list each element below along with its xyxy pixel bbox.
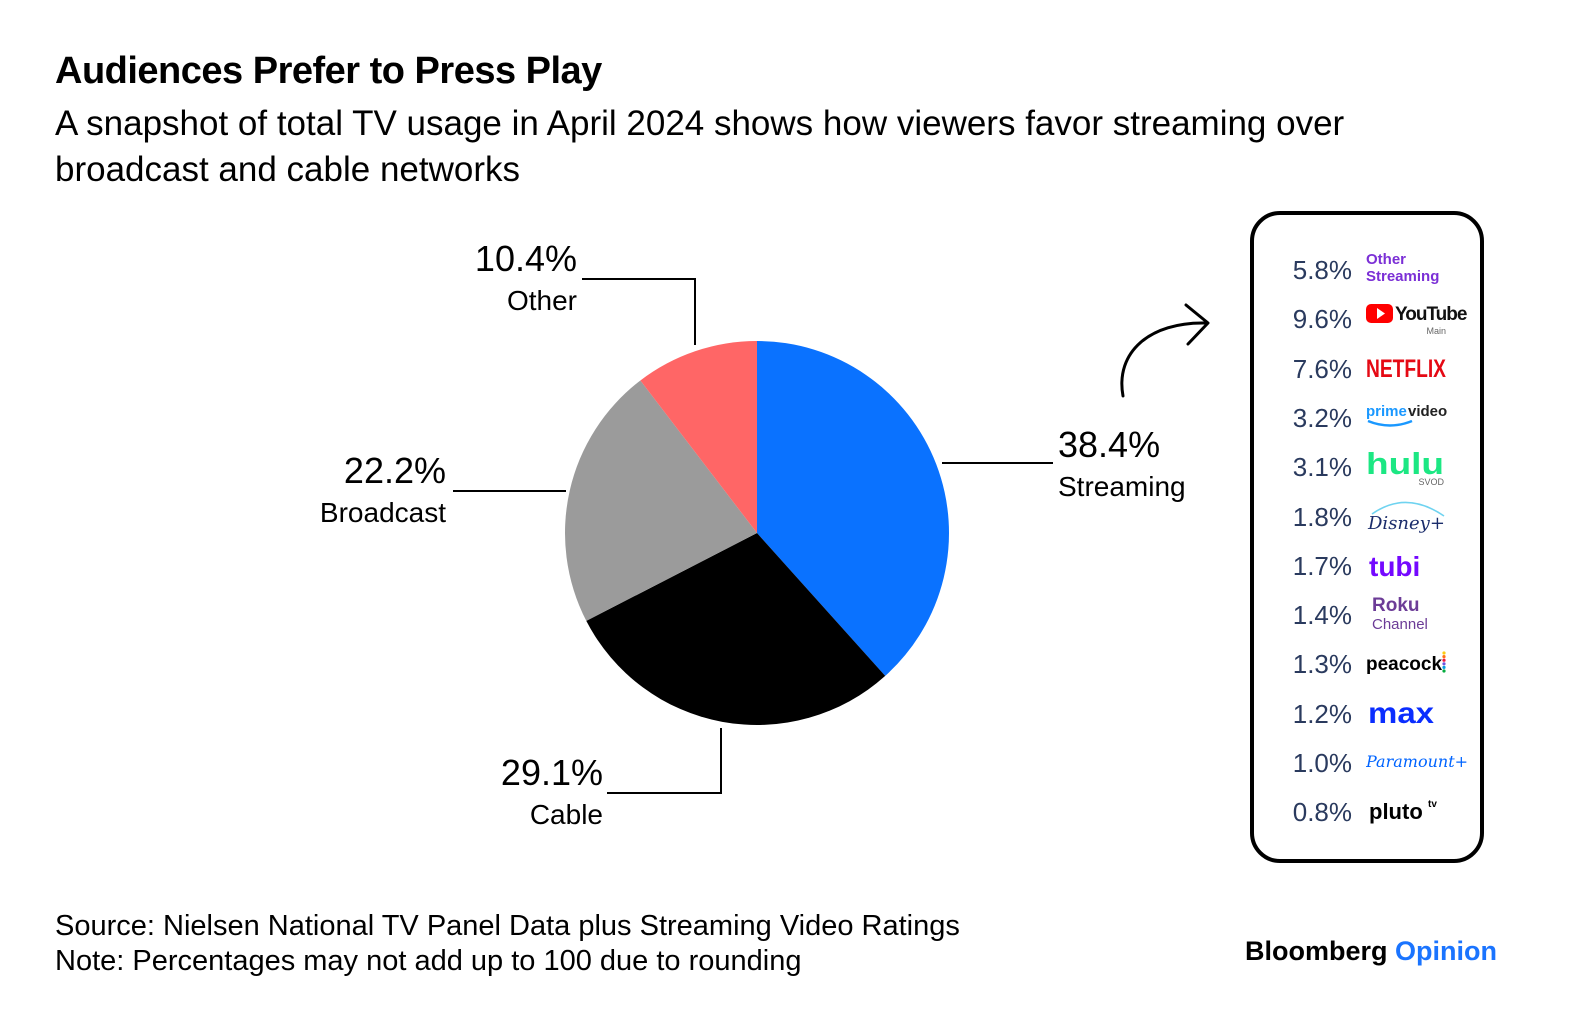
- leader-line-cable: [607, 728, 722, 794]
- breakdown-pct: 0.8%: [1292, 797, 1352, 828]
- svg-text:prime: prime: [1366, 403, 1407, 420]
- breakdown-row-pluto-tv: 0.8% pluto tv: [1288, 791, 1478, 831]
- brand-logo: Bloomberg Opinion: [1245, 936, 1497, 967]
- svg-text:peacock: peacock: [1366, 654, 1442, 675]
- leader-line-other: [582, 278, 696, 345]
- label-cable-pct: 29.1%: [501, 752, 603, 793]
- pie-slice-streaming: [757, 341, 949, 676]
- prime-video-logo: prime video: [1366, 403, 1447, 427]
- pie-slice-broadcast: [565, 380, 757, 621]
- breakdown-row-disney-plus: 1.8% Disney+: [1288, 496, 1478, 536]
- pie-slice-other: [640, 341, 757, 533]
- svg-text:Streaming: Streaming: [1366, 268, 1439, 285]
- svg-text:Roku: Roku: [1372, 595, 1420, 616]
- breakdown-pct: 3.2%: [1292, 402, 1352, 433]
- breakdown-pct: 1.0%: [1292, 748, 1352, 778]
- curved-arrow-icon: [1120, 303, 1210, 398]
- svg-text:Disney+: Disney+: [1367, 513, 1445, 534]
- svg-text:Channel: Channel: [1372, 616, 1428, 633]
- breakdown-row-youtube: 9.6% YouTube Main: [1288, 298, 1478, 338]
- brand-suffix: Opinion: [1395, 936, 1497, 966]
- svg-text:NETFLIX: NETFLIX: [1366, 355, 1446, 383]
- breakdown-row-other-streaming: 5.8% Other Streaming: [1288, 249, 1478, 289]
- label-other-name: Other: [507, 285, 577, 316]
- max-logo: max: [1368, 697, 1434, 730]
- disney-plus-logo: Disney+: [1367, 501, 1445, 534]
- breakdown-pct: 1.2%: [1292, 698, 1352, 729]
- label-broadcast-pct: 22.2%: [344, 450, 446, 491]
- svg-text:hulu: hulu: [1366, 446, 1444, 481]
- brand-name: Bloomberg: [1244, 936, 1388, 966]
- breakdown-pct: 1.4%: [1292, 600, 1352, 631]
- breakdown-pct: 1.8%: [1292, 501, 1352, 532]
- netflix-logo: NETFLIX: [1366, 355, 1446, 383]
- svg-text:tv: tv: [1428, 799, 1437, 810]
- svg-text:SVOD: SVOD: [1418, 477, 1444, 486]
- breakdown-row-max: 1.2% max: [1288, 693, 1478, 733]
- breakdown-pct: 3.1%: [1292, 452, 1352, 483]
- source-note: Source: Nielsen National TV Panel Data p…: [55, 910, 960, 942]
- rounding-note: Note: Percentages may not add up to 100 …: [55, 945, 802, 977]
- pie-slice-cable: [586, 533, 886, 726]
- svg-text:YouTube: YouTube: [1395, 304, 1467, 325]
- pluto-tv-logo: pluto tv: [1369, 799, 1437, 824]
- breakdown-pct: 9.6%: [1292, 304, 1352, 335]
- breakdown-row-peacock: 1.3% peacock: [1288, 643, 1478, 683]
- svg-text:pluto: pluto: [1369, 799, 1423, 824]
- svg-text:max: max: [1368, 697, 1434, 730]
- breakdown-pct: 5.8%: [1292, 255, 1352, 285]
- breakdown-pct: 7.6%: [1292, 353, 1352, 384]
- breakdown-pct: 1.7%: [1292, 550, 1352, 581]
- label-cable-name: Cable: [530, 799, 603, 830]
- svg-text:video: video: [1408, 403, 1447, 420]
- label-streaming-pct: 38.4%: [1058, 424, 1160, 465]
- chart-title: Audiences Prefer to Press Play: [55, 50, 602, 92]
- breakdown-row-paramount-plus: 1.0% Paramount+: [1288, 742, 1478, 782]
- label-broadcast-name: Broadcast: [320, 497, 446, 528]
- footer: Source: Nielsen National TV Panel Data p…: [55, 909, 960, 979]
- svg-text:Other: Other: [1366, 251, 1406, 268]
- pie-slices: [565, 341, 949, 726]
- svg-text:Main: Main: [1426, 326, 1446, 336]
- chart-subtitle: A snapshot of total TV usage in April 20…: [55, 104, 1345, 189]
- breakdown-row-tubi: 1.7% tubi: [1288, 545, 1478, 585]
- peacock-logo: peacock: [1366, 651, 1446, 675]
- breakdown-row-roku-channel: 1.4% Roku Channel: [1288, 594, 1478, 634]
- streaming-breakdown-panel: 5.8% Other Streaming 9.6% YouTube Main 7.6% NET…: [1250, 211, 1484, 863]
- breakdown-row-prime-video: 3.2% prime video: [1288, 397, 1478, 437]
- breakdown-row-hulu: 3.1% hulu SVOD: [1288, 446, 1478, 486]
- svg-text:Paramount+: Paramount+: [1366, 752, 1468, 771]
- label-other-pct: 10.4%: [475, 238, 577, 279]
- breakdown-row-netflix: 7.6% NETFLIX: [1288, 348, 1478, 388]
- tubi-logo: tubi: [1369, 551, 1420, 582]
- svg-text:tubi: tubi: [1369, 551, 1420, 582]
- breakdown-pct: 1.3%: [1292, 649, 1352, 680]
- paramount-plus-logo: Paramount+: [1366, 752, 1468, 771]
- label-streaming-name: Streaming: [1058, 471, 1186, 502]
